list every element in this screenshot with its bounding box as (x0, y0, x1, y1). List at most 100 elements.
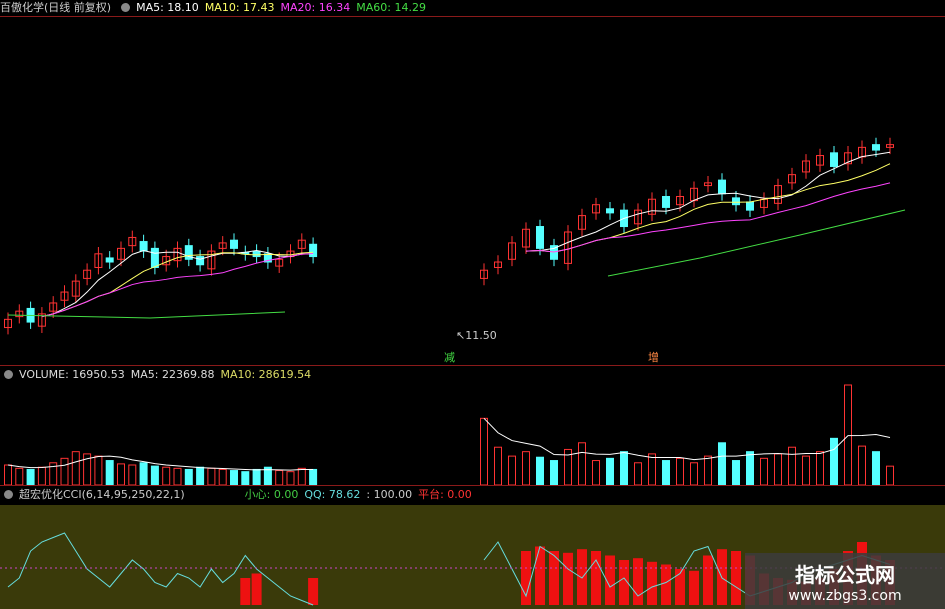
candle (297, 239, 306, 249)
volume-bar (634, 462, 642, 486)
stock-title[interactable]: 百傲化学(日线 前复权) (0, 1, 112, 14)
legend-item: : 100.00 (366, 488, 413, 501)
cci-bar (731, 551, 741, 605)
ma60-line (7, 311, 286, 319)
volume-bar (606, 457, 614, 486)
volume-bar (788, 446, 796, 486)
volume-bar (37, 466, 46, 486)
candle (606, 208, 614, 214)
legend-item: MA10: 28619.54 (220, 368, 312, 381)
cci-bar (647, 561, 657, 605)
cci-bar (619, 560, 629, 605)
settings-circle-icon[interactable] (4, 370, 13, 379)
cci-bar (591, 551, 601, 605)
cci-bar (689, 570, 699, 605)
volume-bar (60, 457, 69, 486)
candle (662, 196, 670, 208)
volume-bar (26, 468, 35, 486)
volume-bar (732, 460, 740, 486)
candle (105, 257, 114, 263)
settings-circle-icon[interactable] (4, 490, 13, 499)
volume-bar (494, 446, 502, 486)
candle (872, 144, 880, 151)
volume-bar (230, 470, 238, 486)
cci-bar (251, 573, 262, 605)
candle (4, 318, 12, 329)
volume-bar (105, 460, 114, 486)
cci-header: 超宏优化CCI(6,14,95,250,22,1) 小心: 0.00 QQ: 78.… (0, 487, 484, 503)
marker-increase[interactable]: 增 (648, 351, 659, 364)
cci-bar (563, 552, 573, 605)
ma-line (525, 151, 891, 252)
candle (508, 242, 516, 260)
volume-bar (184, 468, 193, 486)
volume-bar (620, 451, 628, 486)
candle (830, 152, 838, 167)
cci-bar (633, 558, 643, 605)
candle (139, 241, 148, 252)
candle (263, 253, 272, 263)
cci-bar (605, 555, 615, 605)
candle (704, 182, 712, 187)
volume-bar (252, 468, 261, 486)
legend-item: 小心: 0.00 (244, 488, 299, 501)
candle (94, 253, 103, 268)
cci-bar (240, 578, 251, 605)
candle (522, 228, 530, 248)
volume-bar (49, 462, 58, 486)
cci-bar (661, 564, 671, 605)
volume-bar (718, 442, 726, 486)
low-price-label: ↖11.50 (456, 329, 497, 342)
volume-bar (71, 451, 80, 486)
candle (634, 209, 642, 225)
volume-bar (117, 463, 125, 486)
ma60-line (607, 209, 906, 277)
candle (150, 247, 159, 268)
legend-item: MA60: 14.29 (356, 1, 426, 14)
low-price-value: 11.50 (465, 329, 497, 342)
volume-bar (760, 457, 768, 486)
candle (648, 198, 656, 215)
candle (275, 258, 284, 267)
volume-ma-line (483, 417, 891, 461)
candle (718, 179, 726, 195)
cci-title[interactable]: 超宏优化CCI(6,14,95,250,22,1) (19, 488, 185, 501)
watermark-title: 指标公式网 (795, 563, 895, 587)
volume-bar (297, 467, 306, 486)
volume-bar (746, 451, 754, 486)
candle (886, 144, 894, 148)
candle (184, 245, 193, 260)
marker-decrease[interactable]: 减 (444, 351, 455, 364)
candle (83, 269, 92, 279)
legend-item: QQ: 78.62 (304, 488, 361, 501)
cci-bar (675, 569, 685, 605)
watermark: 指标公式网 www.zbgs3.com (745, 553, 945, 609)
candle (732, 197, 740, 206)
ma-line (525, 182, 891, 253)
candle (196, 256, 205, 266)
legend-item: VOLUME: 16950.53 (19, 368, 125, 381)
candle (173, 247, 182, 262)
cci-bar (521, 551, 531, 605)
candle (128, 236, 137, 247)
volume-bar (218, 468, 227, 486)
volume-header: VOLUME: 16950.53 MA5: 22369.88 MA10: 28619… (0, 367, 323, 383)
candle (816, 155, 824, 166)
volume-bar (774, 453, 782, 486)
volume-bar (592, 460, 600, 486)
volume-bar (275, 470, 284, 486)
volume-bar (816, 451, 824, 486)
volume-bar (690, 462, 698, 486)
price-header: 百傲化学(日线 前复权) MA5: 18.10 MA10: 17.43 MA20: 1… (0, 0, 438, 16)
volume-bar (886, 465, 894, 486)
ma-line (41, 253, 314, 318)
volume-bar (536, 456, 544, 486)
cci-bar (577, 549, 587, 605)
candle (60, 291, 69, 301)
candle (592, 204, 600, 214)
candle (207, 250, 216, 270)
settings-circle-icon[interactable] (121, 3, 131, 12)
legend-item: MA10: 17.43 (204, 1, 275, 14)
legend-item: 平台: 0.00 (418, 488, 472, 501)
